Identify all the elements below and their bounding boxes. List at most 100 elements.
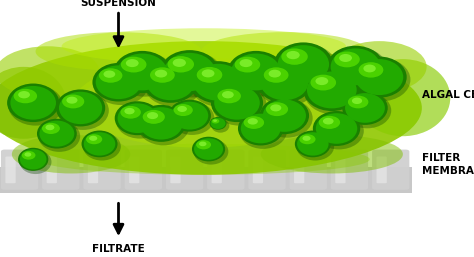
Ellipse shape [124, 108, 135, 114]
Ellipse shape [168, 100, 211, 132]
Ellipse shape [247, 118, 258, 125]
Ellipse shape [328, 47, 388, 91]
FancyBboxPatch shape [372, 150, 410, 190]
Ellipse shape [202, 69, 214, 77]
FancyBboxPatch shape [253, 157, 263, 183]
Ellipse shape [222, 91, 234, 98]
Ellipse shape [257, 62, 312, 103]
Ellipse shape [319, 116, 340, 129]
Ellipse shape [303, 69, 360, 111]
Ellipse shape [83, 132, 121, 161]
FancyBboxPatch shape [248, 150, 286, 190]
Ellipse shape [126, 59, 138, 67]
Ellipse shape [0, 46, 100, 98]
Ellipse shape [8, 85, 63, 126]
Ellipse shape [197, 67, 222, 83]
Ellipse shape [99, 68, 122, 83]
Ellipse shape [155, 70, 167, 78]
Ellipse shape [199, 142, 207, 146]
Ellipse shape [278, 45, 329, 83]
Ellipse shape [73, 58, 334, 148]
Ellipse shape [86, 134, 102, 144]
Ellipse shape [323, 118, 334, 124]
Ellipse shape [20, 149, 46, 169]
Ellipse shape [342, 91, 388, 125]
Ellipse shape [143, 110, 165, 124]
Ellipse shape [150, 67, 175, 83]
FancyBboxPatch shape [42, 150, 80, 190]
Ellipse shape [239, 113, 287, 149]
FancyBboxPatch shape [166, 150, 203, 190]
FancyBboxPatch shape [207, 150, 245, 190]
Ellipse shape [196, 140, 211, 149]
Ellipse shape [62, 28, 346, 64]
Ellipse shape [161, 52, 223, 97]
Ellipse shape [334, 52, 360, 67]
Ellipse shape [0, 41, 422, 175]
Ellipse shape [275, 44, 337, 90]
Ellipse shape [218, 89, 241, 103]
Ellipse shape [344, 93, 391, 128]
Ellipse shape [286, 51, 300, 59]
Ellipse shape [211, 84, 263, 122]
Ellipse shape [231, 53, 281, 90]
Ellipse shape [25, 152, 31, 157]
Ellipse shape [62, 95, 84, 108]
Ellipse shape [270, 104, 281, 111]
Ellipse shape [170, 102, 214, 135]
Ellipse shape [331, 48, 380, 85]
FancyBboxPatch shape [294, 157, 304, 183]
Ellipse shape [115, 101, 160, 135]
FancyBboxPatch shape [83, 150, 121, 190]
Ellipse shape [356, 59, 450, 136]
Ellipse shape [38, 121, 80, 152]
Ellipse shape [42, 123, 60, 134]
Ellipse shape [258, 63, 316, 106]
Ellipse shape [352, 98, 362, 104]
Ellipse shape [295, 131, 331, 157]
Ellipse shape [339, 54, 352, 62]
Ellipse shape [241, 114, 281, 143]
FancyBboxPatch shape [170, 157, 181, 183]
Text: FILTER
MEMBRANE: FILTER MEMBRANE [422, 153, 474, 176]
Ellipse shape [12, 135, 130, 173]
FancyBboxPatch shape [46, 157, 57, 183]
Ellipse shape [315, 77, 328, 85]
Ellipse shape [103, 70, 115, 78]
Ellipse shape [38, 144, 370, 175]
Ellipse shape [300, 134, 316, 144]
Ellipse shape [261, 135, 403, 173]
Ellipse shape [266, 102, 288, 116]
Ellipse shape [210, 117, 227, 130]
Ellipse shape [137, 106, 190, 145]
Ellipse shape [352, 57, 407, 98]
Ellipse shape [212, 85, 267, 126]
Ellipse shape [304, 70, 364, 115]
Ellipse shape [173, 104, 193, 116]
Ellipse shape [244, 116, 264, 129]
FancyBboxPatch shape [376, 157, 387, 183]
Ellipse shape [263, 99, 306, 132]
Ellipse shape [193, 64, 243, 101]
FancyBboxPatch shape [88, 157, 98, 183]
Ellipse shape [160, 50, 219, 94]
Ellipse shape [260, 64, 309, 100]
Ellipse shape [18, 148, 48, 171]
Ellipse shape [10, 86, 56, 120]
Ellipse shape [177, 106, 187, 112]
FancyBboxPatch shape [335, 157, 346, 183]
Ellipse shape [314, 113, 364, 149]
Ellipse shape [114, 51, 171, 93]
Ellipse shape [355, 59, 403, 95]
Ellipse shape [261, 99, 313, 138]
Ellipse shape [269, 70, 281, 78]
Ellipse shape [296, 132, 334, 161]
FancyBboxPatch shape [125, 150, 162, 190]
Ellipse shape [46, 125, 55, 130]
Ellipse shape [313, 111, 360, 146]
Ellipse shape [239, 59, 252, 67]
Ellipse shape [238, 112, 283, 145]
Ellipse shape [7, 84, 59, 122]
Ellipse shape [144, 63, 202, 106]
Ellipse shape [89, 136, 97, 141]
